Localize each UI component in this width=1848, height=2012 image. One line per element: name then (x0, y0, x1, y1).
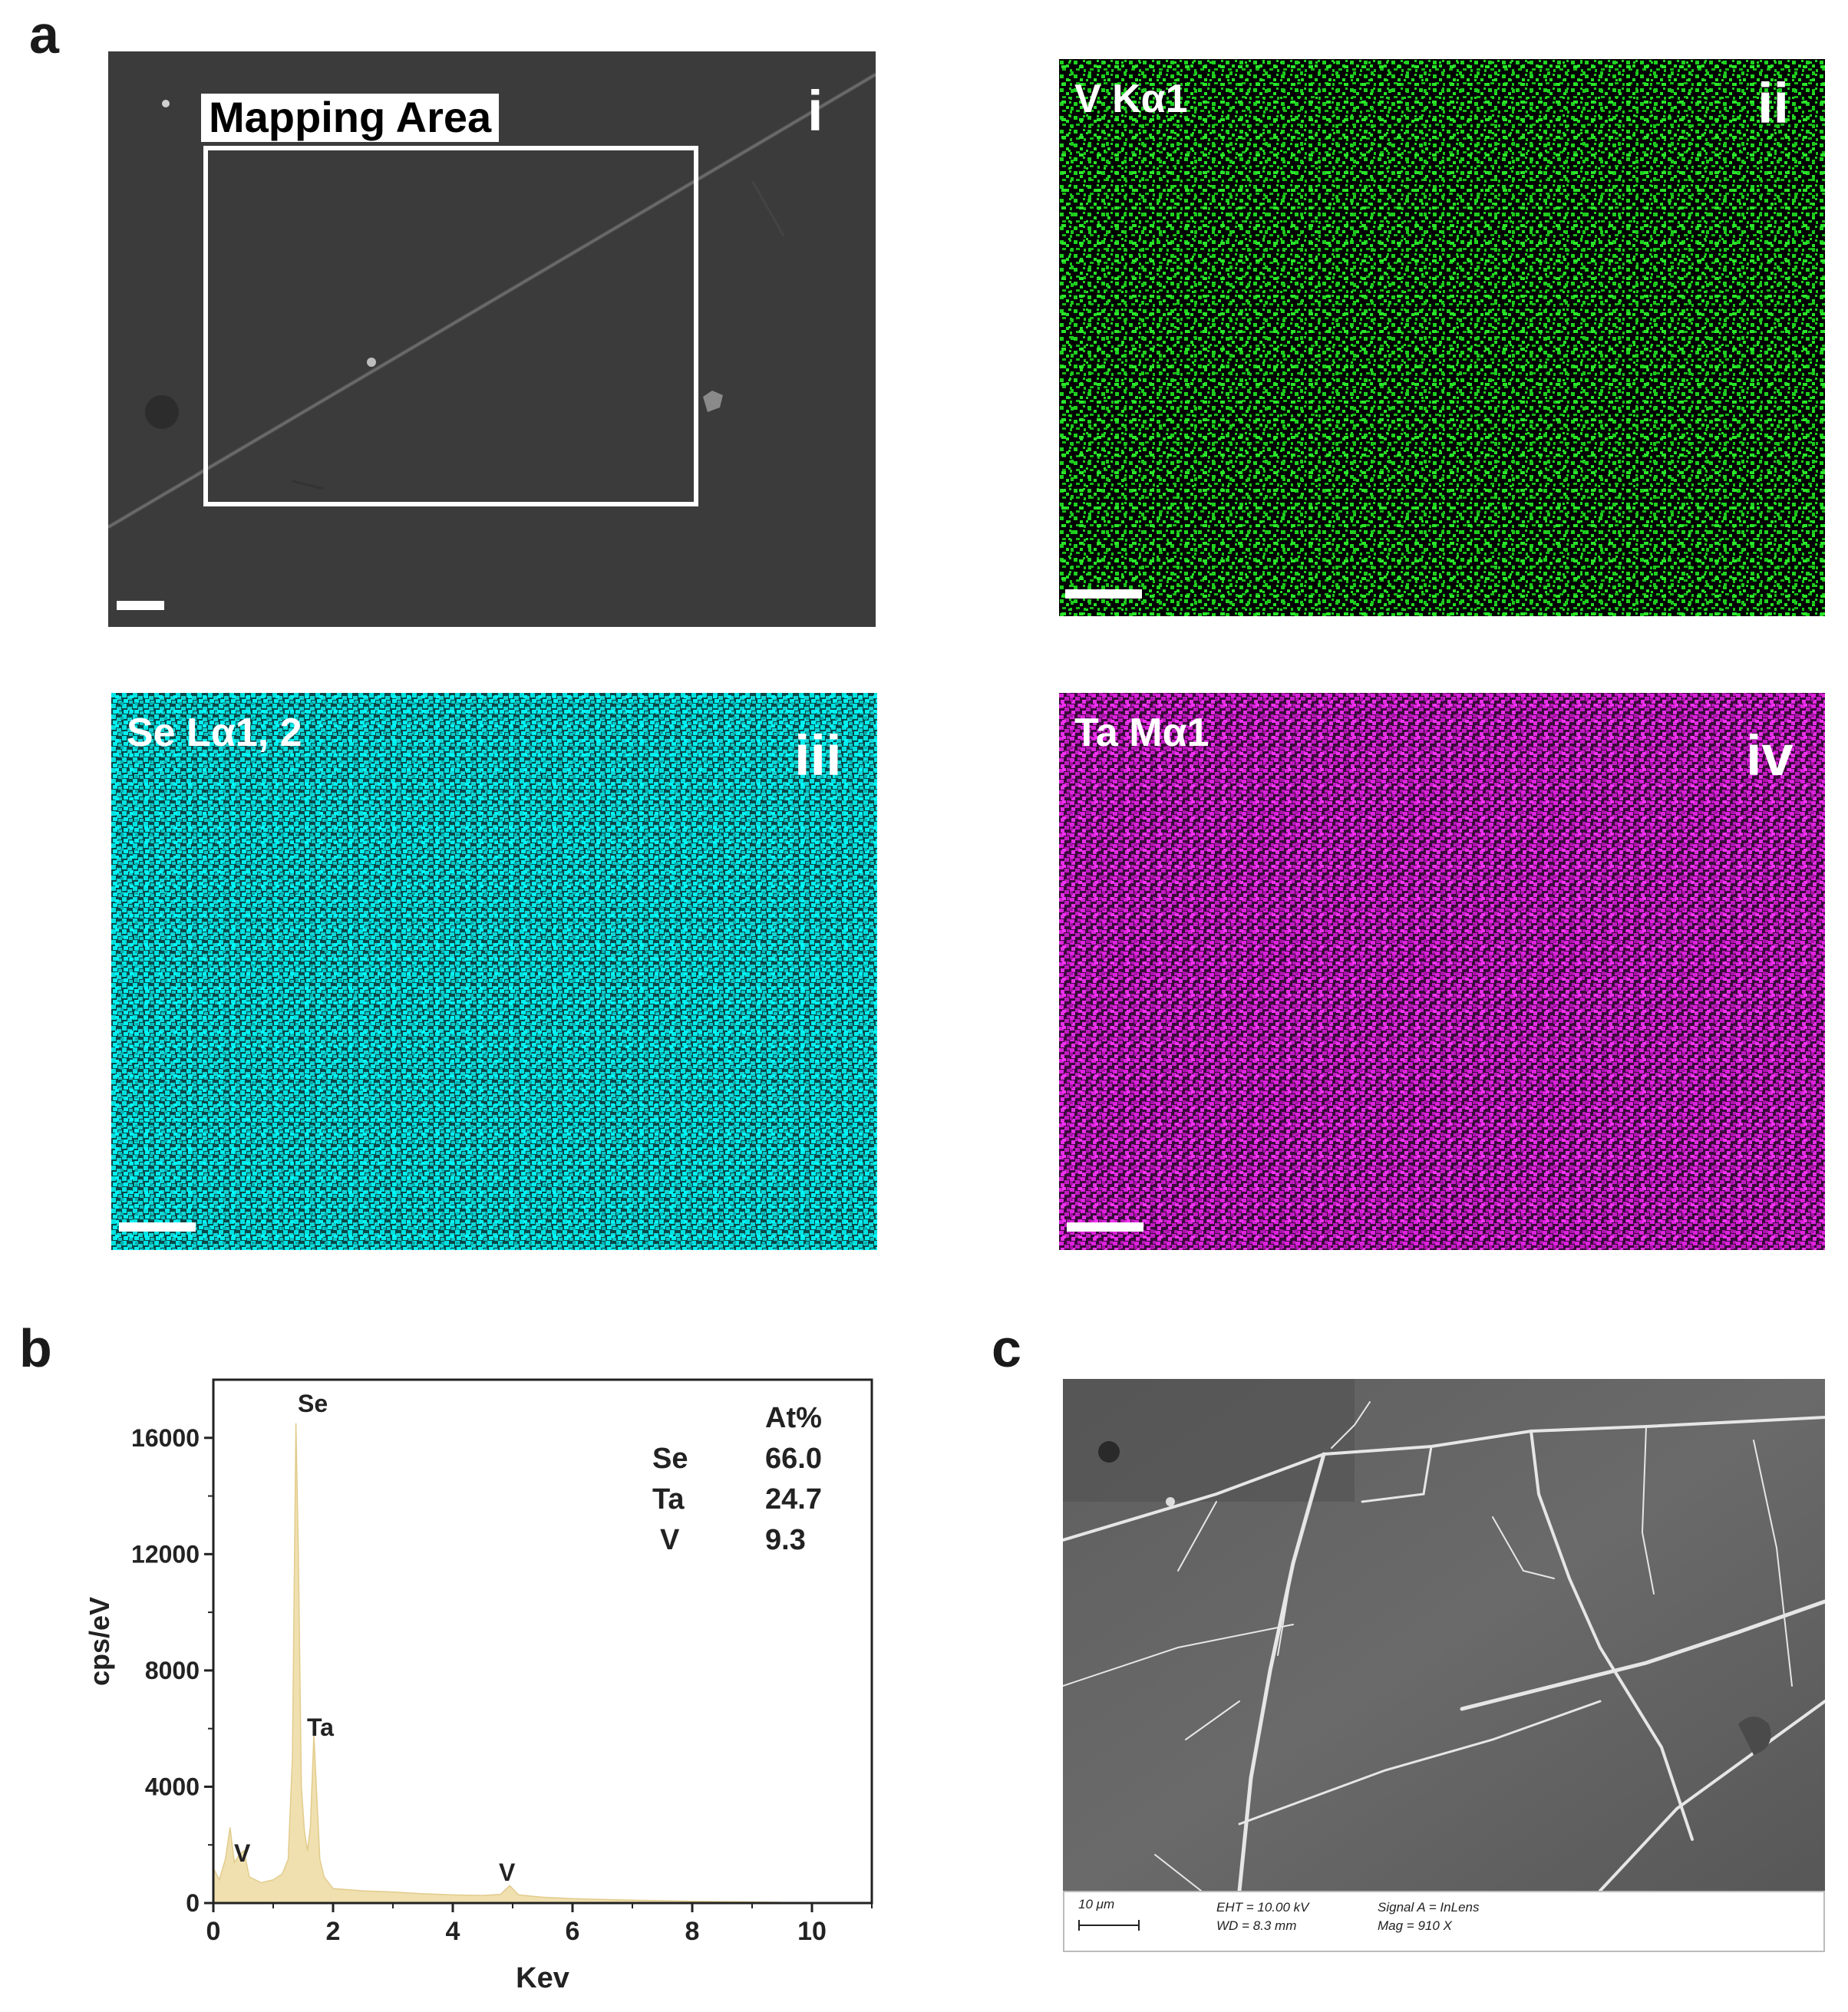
eds-spectrum-chart: 0 2 4 6 8 10 0 4000 8000 12000 16000 Kev cps/eV Se T… (84, 1378, 873, 1994)
sem-mag: Mag = 910 X (1378, 1918, 1452, 1933)
peak-label-se: Se (298, 1390, 328, 1417)
sem-eht: EHT = 10.00 kV (1216, 1900, 1309, 1915)
y-tick-label: 12000 (131, 1540, 200, 1568)
table-value-se: 66.0 (765, 1443, 822, 1475)
table-element-ta: Ta (652, 1483, 685, 1516)
scale-bar (1065, 589, 1142, 599)
mapping-area-label: Mapping Area (201, 94, 500, 142)
y-tick-label: 4000 (145, 1773, 200, 1800)
peak-label-ta: Ta (307, 1713, 334, 1741)
peak-label-v-low: V (234, 1839, 251, 1867)
sem-info-bar (1063, 1891, 1825, 1952)
panel-a-iii-element-label: Se Lα1, 2 (127, 711, 302, 755)
x-tick-label: 6 (566, 1917, 580, 1946)
table-element-se: Se (652, 1443, 688, 1475)
x-tick-label: 8 (685, 1917, 700, 1946)
x-axis-label: Kev (516, 1962, 569, 1994)
sem-signal: Signal A = InLens (1378, 1900, 1480, 1915)
sem-scale-bar (1078, 1920, 1140, 1931)
at-percent-header: At% (765, 1402, 822, 1434)
panel-c-label: c (992, 1318, 1021, 1378)
panel-a-iii-se-map (111, 693, 877, 1250)
panel-a-iv-ta-map (1059, 693, 1825, 1250)
panel-a-iv-element-label: Ta Mα1 (1074, 711, 1209, 755)
panel-a-ii-numeral: ii (1757, 71, 1790, 135)
table-element-v: V (660, 1524, 680, 1556)
x-tick-label: 0 (206, 1917, 221, 1946)
x-tick-label: 2 (326, 1917, 341, 1946)
panel-a-ii-element-label: V Kα1 (1074, 77, 1188, 121)
panel-b-label: b (19, 1318, 52, 1378)
peak-label-v-high: V (499, 1859, 516, 1886)
y-tick-label: 8000 (145, 1657, 200, 1684)
x-tick-label: 4 (446, 1917, 460, 1946)
panel-a-label: a (29, 5, 59, 64)
panel-a-iv-numeral: iv (1746, 724, 1794, 787)
plot-frame (212, 1378, 873, 1905)
sem-wd: WD = 8.3 mm (1216, 1918, 1297, 1933)
spectrum-area (213, 1423, 813, 1904)
y-tick-label: 16000 (131, 1424, 200, 1452)
y-tick-label: 0 (186, 1889, 200, 1917)
table-value-ta: 24.7 (765, 1483, 822, 1516)
table-value-v: 9.3 (765, 1524, 806, 1556)
x-tick-label: 10 (797, 1917, 827, 1946)
panel-c-sem-image (1063, 1379, 1825, 1891)
panel-a-iii-numeral: iii (794, 724, 842, 787)
mapping-area-rectangle (203, 146, 698, 506)
panel-a-ii-v-map (1059, 59, 1825, 616)
y-axis-label: cps/eV (84, 1597, 115, 1686)
scale-bar (117, 601, 164, 610)
scale-bar (1067, 1222, 1143, 1232)
scale-bar (119, 1222, 196, 1232)
panel-a-i-numeral: i (807, 79, 823, 143)
sem-scale-text: 10 μm (1078, 1897, 1115, 1911)
